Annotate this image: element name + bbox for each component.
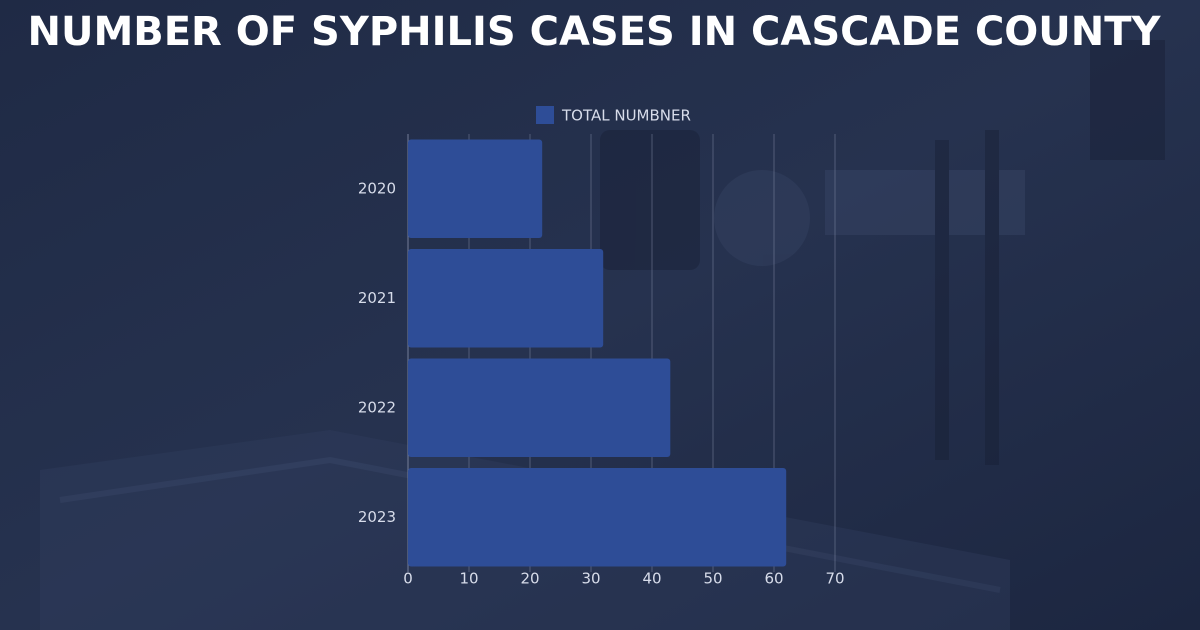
chart-title: NUMBER OF SYPHILIS CASES IN CASCADE COUN… bbox=[27, 9, 1161, 55]
x-tick-label: 10 bbox=[459, 570, 478, 588]
x-tick-label: 40 bbox=[642, 570, 661, 588]
x-tick-label: 60 bbox=[764, 570, 783, 588]
x-tick-label: 70 bbox=[825, 570, 844, 588]
bar bbox=[408, 358, 671, 458]
legend-swatch bbox=[536, 106, 554, 124]
x-tick-label: 50 bbox=[703, 570, 722, 588]
y-tick-label: 2021 bbox=[358, 289, 396, 307]
bar bbox=[408, 467, 787, 567]
y-tick-label: 2022 bbox=[358, 398, 396, 416]
x-tick-label: 30 bbox=[581, 570, 600, 588]
plot-area: 0 10 20 30 40 50 60 70 2020 2021 2022 2023 bbox=[358, 134, 845, 588]
y-tick-label: 2023 bbox=[358, 508, 396, 526]
legend-label: TOTAL NUMBNER bbox=[561, 107, 691, 125]
bar bbox=[408, 139, 543, 239]
bar bbox=[408, 248, 604, 348]
y-tick-label: 2020 bbox=[358, 179, 396, 197]
legend: TOTAL NUMBNER bbox=[536, 106, 691, 125]
x-tick-label: 0 bbox=[403, 570, 413, 588]
x-tick-label: 20 bbox=[520, 570, 539, 588]
